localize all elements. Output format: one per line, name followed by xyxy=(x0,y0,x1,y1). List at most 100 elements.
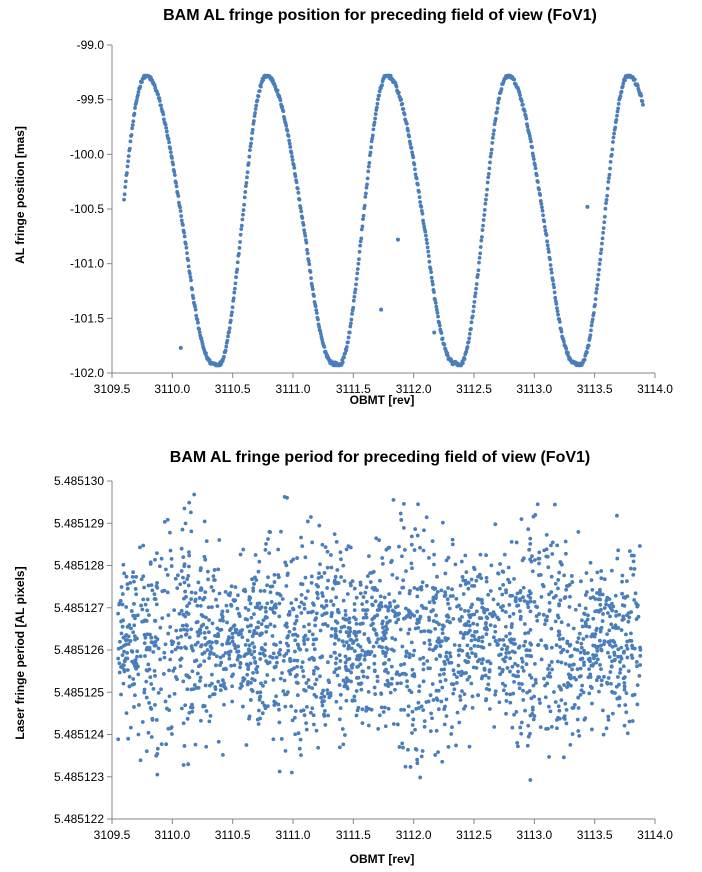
data-point xyxy=(496,100,500,105)
data-point xyxy=(159,687,163,692)
data-point xyxy=(606,714,611,719)
data-point xyxy=(629,610,634,614)
data-point xyxy=(610,711,615,716)
data-point xyxy=(516,645,521,650)
data-point xyxy=(479,661,484,666)
data-point xyxy=(179,218,184,223)
data-point xyxy=(403,764,408,769)
data-point xyxy=(415,594,420,599)
data-point xyxy=(532,558,537,562)
data-point xyxy=(545,239,550,244)
data-point xyxy=(474,282,479,286)
data-point xyxy=(325,660,330,665)
data-point xyxy=(277,769,282,774)
data-point xyxy=(597,638,602,643)
data-point xyxy=(179,546,184,551)
data-point xyxy=(530,707,535,712)
data-point xyxy=(246,608,251,612)
data-point xyxy=(393,637,398,642)
data-point xyxy=(408,610,413,615)
data-point xyxy=(486,175,491,180)
data-point xyxy=(360,707,365,712)
data-point xyxy=(372,661,377,666)
data-point xyxy=(300,216,305,220)
data-point xyxy=(168,625,173,629)
data-point xyxy=(140,607,145,612)
data-point xyxy=(338,706,343,711)
data-point xyxy=(437,323,442,328)
data-point xyxy=(462,623,467,627)
data-point xyxy=(573,607,578,612)
data-point xyxy=(341,742,346,747)
data-point xyxy=(155,772,160,777)
data-point xyxy=(498,672,503,677)
data-point xyxy=(230,635,235,640)
data-point xyxy=(370,133,375,138)
data-point xyxy=(412,162,417,167)
data-point xyxy=(458,698,463,702)
data-point xyxy=(359,687,364,692)
data-point xyxy=(371,627,376,631)
data-point xyxy=(178,628,183,632)
data-point xyxy=(409,640,414,645)
data-point xyxy=(428,666,432,671)
data-point xyxy=(566,350,570,355)
data-point xyxy=(157,98,162,103)
data-point xyxy=(179,706,184,711)
data-point xyxy=(311,722,316,727)
data-point xyxy=(464,349,469,354)
data-point xyxy=(570,667,574,672)
data-point xyxy=(268,590,273,595)
data-point xyxy=(245,638,250,643)
data-point xyxy=(552,290,557,295)
data-point xyxy=(460,574,465,579)
data-point xyxy=(264,541,268,546)
data-point xyxy=(619,645,624,650)
data-point xyxy=(622,681,627,685)
data-point xyxy=(433,300,438,305)
data-point xyxy=(158,625,163,630)
data-point xyxy=(335,581,340,585)
data-point xyxy=(280,597,285,601)
data-point xyxy=(590,588,595,592)
data-point xyxy=(381,710,386,714)
data-point xyxy=(474,665,479,670)
data-point xyxy=(480,635,485,639)
data-point xyxy=(274,694,279,699)
data-point xyxy=(460,614,464,619)
data-point xyxy=(517,681,522,686)
data-point xyxy=(377,713,382,718)
data-point xyxy=(575,640,580,644)
data-point xyxy=(550,552,555,556)
data-point xyxy=(285,573,290,577)
data-point xyxy=(404,649,409,654)
data-point xyxy=(154,584,159,588)
data-point xyxy=(595,283,600,287)
data-point xyxy=(543,618,548,623)
data-point xyxy=(241,212,245,217)
data-point xyxy=(133,637,137,642)
data-point xyxy=(133,658,138,662)
data-point xyxy=(346,643,351,648)
data-point xyxy=(489,151,494,156)
data-point xyxy=(613,593,618,598)
data-point xyxy=(598,592,602,597)
data-point xyxy=(400,644,405,649)
data-point xyxy=(206,605,211,610)
data-point xyxy=(301,674,306,679)
data-point xyxy=(372,120,377,125)
data-point xyxy=(530,569,535,574)
data-point xyxy=(588,684,593,689)
data-point xyxy=(606,176,611,181)
data-point xyxy=(371,127,376,132)
data-point xyxy=(332,580,337,585)
data-point xyxy=(301,708,306,713)
data-point xyxy=(539,657,544,662)
data-point xyxy=(375,674,380,679)
outlier-point xyxy=(432,330,437,335)
data-point xyxy=(335,568,340,572)
data-point xyxy=(212,568,217,572)
data-point xyxy=(479,576,484,581)
data-point xyxy=(298,206,303,211)
